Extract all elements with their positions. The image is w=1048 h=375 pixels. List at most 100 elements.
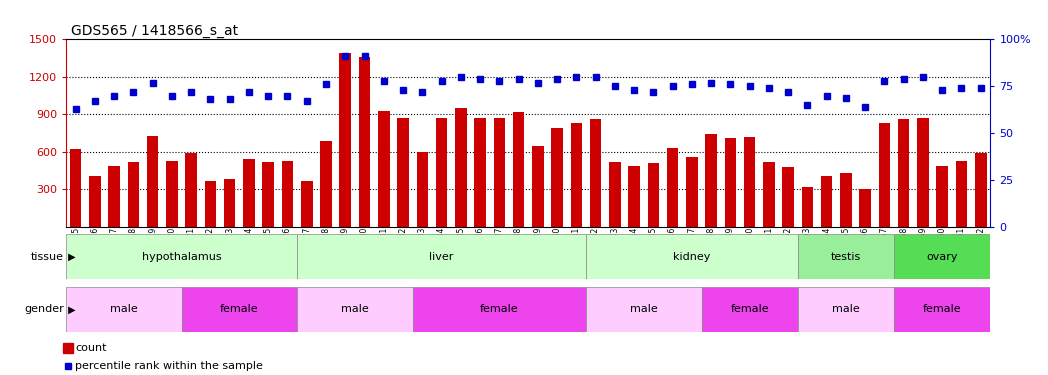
Text: male: male bbox=[341, 304, 369, 314]
Text: GSM19240: GSM19240 bbox=[552, 227, 562, 268]
Bar bbox=[937, 166, 948, 227]
Text: GSM19244: GSM19244 bbox=[630, 227, 638, 268]
Text: GSM19234: GSM19234 bbox=[437, 227, 446, 268]
Bar bbox=[475, 118, 486, 227]
Bar bbox=[798, 234, 894, 279]
Text: GSM19231: GSM19231 bbox=[379, 227, 388, 268]
Bar bbox=[167, 160, 178, 227]
Text: ovary: ovary bbox=[926, 252, 958, 262]
Bar bbox=[667, 148, 678, 227]
Text: GSM19219: GSM19219 bbox=[148, 227, 157, 268]
Text: GSM19251: GSM19251 bbox=[764, 227, 773, 268]
Text: GSM19218: GSM19218 bbox=[129, 227, 138, 268]
Bar bbox=[878, 123, 890, 227]
Bar bbox=[321, 141, 332, 227]
Text: male: male bbox=[110, 304, 137, 314]
Bar bbox=[455, 108, 466, 227]
Bar bbox=[532, 146, 544, 227]
Text: GSM19241: GSM19241 bbox=[572, 227, 581, 268]
Bar bbox=[744, 137, 756, 227]
Text: GSM19254: GSM19254 bbox=[823, 227, 831, 268]
Text: kidney: kidney bbox=[673, 252, 711, 262]
Text: GSM19245: GSM19245 bbox=[649, 227, 658, 268]
Bar bbox=[898, 119, 910, 227]
Text: liver: liver bbox=[430, 252, 454, 262]
Text: GSM19243: GSM19243 bbox=[610, 227, 619, 268]
Bar bbox=[586, 234, 798, 279]
Bar bbox=[494, 118, 505, 227]
Text: GSM19247: GSM19247 bbox=[687, 227, 696, 268]
Bar bbox=[705, 134, 717, 227]
Text: GSM19257: GSM19257 bbox=[880, 227, 889, 268]
Bar bbox=[570, 123, 582, 227]
Bar bbox=[416, 152, 428, 227]
Bar bbox=[108, 166, 119, 227]
Bar bbox=[340, 53, 351, 227]
Bar bbox=[648, 163, 659, 227]
Bar bbox=[297, 287, 413, 332]
Text: GSM19238: GSM19238 bbox=[515, 227, 523, 268]
Text: GSM19223: GSM19223 bbox=[225, 227, 234, 268]
Text: GSM19217: GSM19217 bbox=[110, 227, 118, 268]
Text: GSM19222: GSM19222 bbox=[206, 227, 215, 268]
Text: GSM19228: GSM19228 bbox=[322, 227, 330, 268]
Bar bbox=[894, 287, 990, 332]
Text: GSM19261: GSM19261 bbox=[957, 227, 966, 268]
Bar bbox=[358, 57, 370, 227]
Text: GSM19239: GSM19239 bbox=[533, 227, 542, 268]
Bar bbox=[802, 187, 813, 227]
Text: GSM19258: GSM19258 bbox=[899, 227, 909, 268]
Text: ▶: ▶ bbox=[65, 304, 75, 314]
Bar bbox=[282, 160, 293, 227]
Bar bbox=[821, 176, 832, 227]
Text: GSM19215: GSM19215 bbox=[71, 227, 80, 268]
Text: GSM19226: GSM19226 bbox=[283, 227, 292, 268]
Bar bbox=[763, 162, 774, 227]
Bar bbox=[975, 153, 986, 227]
Text: GSM19242: GSM19242 bbox=[591, 227, 601, 268]
Bar bbox=[783, 167, 794, 227]
Text: GSM19259: GSM19259 bbox=[918, 227, 927, 268]
Text: GSM19225: GSM19225 bbox=[264, 227, 272, 268]
Text: female: female bbox=[480, 304, 519, 314]
Bar bbox=[243, 159, 255, 227]
Bar bbox=[686, 157, 698, 227]
Text: GSM19256: GSM19256 bbox=[860, 227, 870, 268]
Text: tissue: tissue bbox=[31, 252, 64, 262]
Text: GSM19236: GSM19236 bbox=[476, 227, 484, 268]
Text: GSM19216: GSM19216 bbox=[90, 227, 100, 268]
Bar bbox=[297, 234, 586, 279]
Bar bbox=[185, 153, 197, 227]
Bar bbox=[301, 181, 312, 227]
Text: testis: testis bbox=[831, 252, 861, 262]
Bar bbox=[70, 149, 82, 227]
Text: GSM19237: GSM19237 bbox=[495, 227, 504, 268]
Bar bbox=[436, 118, 447, 227]
Text: GSM19227: GSM19227 bbox=[302, 227, 311, 268]
Text: GSM19220: GSM19220 bbox=[168, 227, 176, 268]
Text: GSM19230: GSM19230 bbox=[361, 227, 369, 268]
Bar bbox=[413, 287, 586, 332]
Bar bbox=[66, 287, 181, 332]
Text: male: male bbox=[832, 304, 859, 314]
Text: GSM19235: GSM19235 bbox=[456, 227, 465, 268]
Bar bbox=[609, 162, 620, 227]
Bar bbox=[724, 138, 736, 227]
Bar bbox=[629, 166, 640, 227]
Bar bbox=[262, 162, 274, 227]
Bar bbox=[586, 287, 701, 332]
Text: GSM19260: GSM19260 bbox=[938, 227, 946, 268]
Bar bbox=[590, 119, 602, 227]
Bar bbox=[917, 118, 929, 227]
Text: GSM19253: GSM19253 bbox=[803, 227, 812, 268]
Text: GSM19246: GSM19246 bbox=[669, 227, 677, 268]
Bar bbox=[798, 287, 894, 332]
Text: male: male bbox=[630, 304, 657, 314]
Text: female: female bbox=[923, 304, 961, 314]
Bar bbox=[512, 112, 524, 227]
Bar bbox=[66, 234, 297, 279]
Bar bbox=[840, 173, 852, 227]
Text: GSM19248: GSM19248 bbox=[706, 227, 716, 268]
Bar bbox=[378, 111, 390, 227]
Bar bbox=[224, 179, 236, 227]
